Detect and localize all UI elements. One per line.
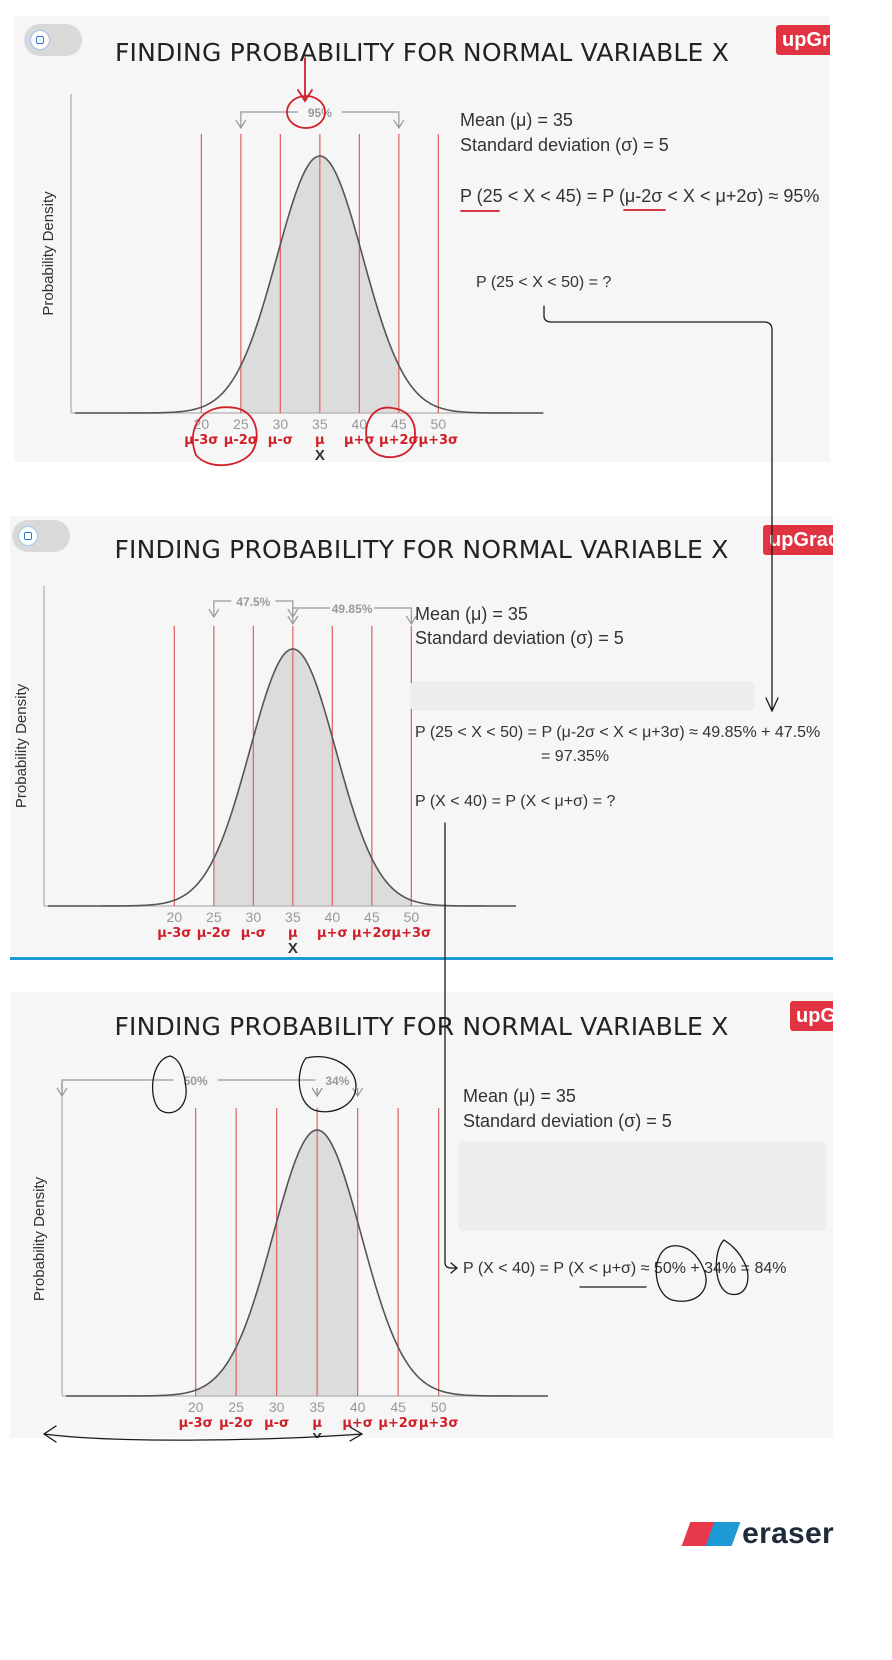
sigma-label: μ+3σ — [419, 433, 459, 448]
tick-label: 25 — [206, 909, 222, 925]
bracket-label: 95% — [308, 106, 332, 120]
sigma-label: μ-2σ — [219, 1416, 253, 1431]
tick-label: 20 — [167, 909, 183, 925]
tick-label: 35 — [309, 1399, 325, 1415]
toggle-switch[interactable] — [12, 520, 70, 552]
tick-label: 25 — [228, 1399, 244, 1415]
normal-curve-chart-3: Probability Density 20μ-3σ 25μ-2σ 30μ-σ 35μ 4… — [31, 1071, 548, 1438]
blue-divider-line — [10, 957, 833, 960]
tick-label: 40 — [325, 909, 341, 925]
slide-title: FINDING PROBABILITY FOR NORMAL VARIABLE … — [114, 38, 730, 67]
bracket-label: 47.5% — [236, 595, 270, 609]
sigma-label: μ-σ — [241, 926, 266, 941]
tick-label: 45 — [391, 416, 407, 432]
tick-label: 50 — [431, 1399, 447, 1415]
tick-label: 40 — [350, 1399, 366, 1415]
tick-label: 30 — [273, 416, 289, 432]
tick-label: 50 — [404, 909, 420, 925]
x-axis-label: X — [312, 1430, 322, 1438]
sigma-label: μ — [315, 433, 325, 448]
y-axis-label: Probability Density — [40, 191, 57, 316]
slide-title: FINDING PROBABILITY FOR NORMAL VARIABLE … — [114, 1012, 729, 1041]
slide-title: FINDING PROBABILITY FOR NORMAL VARIABLE … — [114, 535, 729, 564]
blank-placeholder-box — [458, 1141, 826, 1231]
blank-placeholder-box — [410, 681, 755, 711]
sigma-label: μ+2σ — [379, 433, 419, 448]
sigma-label: μ-σ — [268, 433, 293, 448]
tick-label: 25 — [233, 416, 249, 432]
tick-label: 30 — [269, 1399, 285, 1415]
screenshot-icon — [18, 526, 38, 546]
normal-curve-chart-1: Probability Density 20μ-3σ 25μ-2σ 30μ-σ 35μ 4… — [40, 94, 544, 462]
eraser-logo: eraser — [681, 1517, 834, 1551]
sd-text: Standard deviation (σ) = 5 — [463, 1111, 672, 1131]
bracket-label: 34% — [325, 1074, 349, 1088]
sigma-label: μ — [312, 1416, 322, 1431]
sd-text: Standard deviation (σ) = 5 — [460, 135, 669, 155]
bracket-label: 49.85% — [332, 602, 373, 616]
sigma-label: μ+σ — [344, 433, 375, 448]
sigma-label: μ+2σ — [378, 1416, 418, 1431]
x-axis-label: X — [315, 447, 325, 462]
normal-curve — [66, 1129, 548, 1397]
eraser-wordmark: eraser — [742, 1517, 834, 1550]
mean-text: Mean (μ) = 35 — [463, 1086, 576, 1106]
probability-bracket: 95% — [235, 103, 405, 130]
sigma-label: μ-3σ — [179, 1416, 213, 1431]
bracket-label: 50% — [184, 1074, 208, 1088]
tick-label: 35 — [285, 909, 301, 925]
tick-label: 45 — [390, 1399, 406, 1415]
upgrad-logo: upGrad — [763, 525, 833, 555]
upgrad-logo: upGrad — [790, 1001, 833, 1031]
sigma-label: μ+3σ — [392, 926, 432, 941]
y-axis-label: Probability Density — [31, 1176, 48, 1301]
tick-label: 30 — [246, 909, 262, 925]
slide-1: Probability Density 20 μ-3σ 25 μ-2σ 30 μ-σ 35 μ 4… — [14, 16, 830, 462]
sigma-label: μ-2σ — [224, 433, 258, 448]
probability-equation: P (25 < X < 45) = P (μ-2σ < X < μ+2σ) ≈ … — [460, 186, 820, 206]
probability-result: = 97.35% — [541, 748, 610, 765]
normal-curve — [48, 648, 516, 907]
shaded-area — [213, 649, 412, 906]
probability-bracket: 34% — [311, 1071, 364, 1098]
mean-text: Mean (μ) = 35 — [415, 604, 528, 624]
normal-curve — [75, 155, 543, 414]
sigma-label: μ-3σ — [157, 926, 191, 941]
x-axis-label: X — [288, 940, 298, 956]
probability-bracket: 50% — [56, 1071, 323, 1098]
sd-text: Standard deviation (σ) = 5 — [415, 628, 624, 648]
sigma-label: μ+3σ — [419, 1416, 459, 1431]
tick-label: 20 — [188, 1399, 204, 1415]
sigma-label: μ — [288, 926, 298, 941]
normal-curve-chart-2: Probability Density 20μ-3σ 25μ-2σ 30μ-σ 35μ 4… — [13, 586, 516, 956]
sigma-label: μ-3σ — [184, 433, 218, 448]
upgrad-logo: upGrad — [776, 25, 830, 55]
y-axis-label: Probability Density — [13, 683, 30, 808]
probability-bracket: 47.5% — [208, 592, 299, 619]
tick-label: 45 — [364, 909, 380, 925]
sigma-label: μ-2σ — [197, 926, 231, 941]
sigma-label: μ+2σ — [352, 926, 392, 941]
sigma-label: μ+σ — [342, 1416, 373, 1431]
slide-3: Probability Density 20 μ-3σ 25 μ-2σ 30 μ-σ 35 μ 4… — [10, 992, 833, 1438]
tick-label: 50 — [431, 416, 447, 432]
probability-equation: P (X < 40) = P (X < μ+σ) ≈ 50% + 34% = 8… — [463, 1260, 787, 1277]
question-text: P (X < 40) = P (X < μ+σ) = ? — [415, 793, 616, 810]
sigma-label: μ+σ — [317, 926, 348, 941]
eraser-icon — [681, 1522, 741, 1546]
question-text: P (25 < X < 50) = ? — [476, 274, 612, 291]
probability-bracket: 49.85% — [287, 599, 417, 626]
sigma-label: μ-σ — [264, 1416, 289, 1431]
toggle-switch[interactable] — [24, 24, 82, 56]
tick-label: 40 — [352, 416, 368, 432]
probability-equation: P (25 < X < 50) = P (μ-2σ < X < μ+3σ) ≈ … — [415, 724, 821, 741]
mean-text: Mean (μ) = 35 — [460, 110, 573, 130]
slide-2: Probability Density 20 μ-3σ 25 μ-2σ 30 μ-σ 35 μ 4… — [10, 516, 833, 956]
screenshot-icon — [30, 30, 50, 50]
tick-label: 35 — [312, 416, 328, 432]
tick-label: 20 — [194, 416, 210, 432]
